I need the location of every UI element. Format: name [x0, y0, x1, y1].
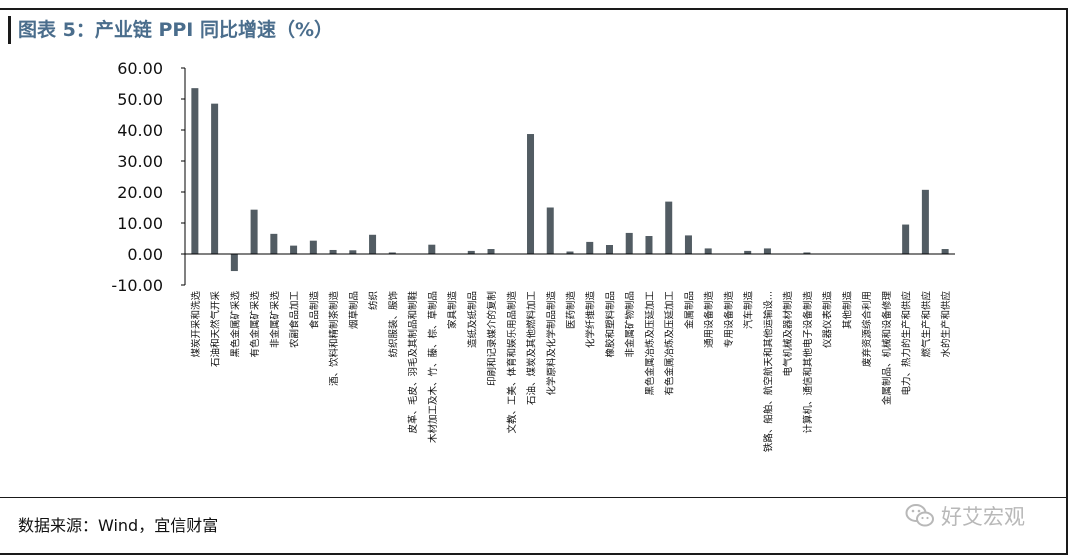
- source-note: 数据来源：Wind，宜信财富: [18, 516, 219, 535]
- x-tick-label: 食品制造: [308, 291, 320, 330]
- y-tick-label: 50.00: [117, 90, 163, 109]
- x-tick-label: 电力、热力的生产和供应: [901, 291, 913, 396]
- x-tick-label: 专用设备制造: [723, 291, 735, 349]
- x-tick-label: 电气机械及器材制造: [782, 291, 794, 377]
- x-tick-label: 金属制品: [683, 291, 695, 329]
- bar: [309, 240, 317, 254]
- bar: [191, 88, 199, 255]
- x-tick-label: 有色金属矿采选: [249, 291, 261, 358]
- bar: [388, 252, 396, 254]
- y-tick-label: 60.00: [117, 59, 163, 78]
- bar: [428, 244, 436, 254]
- bar: [230, 254, 238, 272]
- y-tick-label: 30.00: [117, 152, 163, 171]
- bar: [902, 224, 910, 254]
- x-tick-label: 烟草制品: [348, 291, 360, 329]
- x-tick-label: 皮革、毛皮、羽毛及其制品和制鞋: [407, 291, 419, 434]
- x-tick-label: 木材加工及木、竹、藤、棕、草制品: [427, 291, 439, 443]
- bar-chart: -10.00 0.00 10.00 20.00 30.00 40.00 50.00 60.00…: [111, 59, 955, 452]
- bar: [941, 249, 949, 254]
- bar: [803, 252, 811, 254]
- bar: [211, 103, 219, 255]
- y-tick-label: -10.00: [111, 276, 163, 295]
- bar: [605, 245, 613, 254]
- bar: [744, 250, 752, 254]
- x-tick-label: 仪器仪表制造: [822, 291, 834, 349]
- x-tick-label: 化学纤维制造: [585, 291, 597, 349]
- x-tick-label: 有色金属冶炼及压延加工: [664, 291, 676, 396]
- bar: [467, 250, 475, 254]
- x-tick-label: 黑色金属矿采选: [229, 291, 241, 358]
- x-tick-label: 石油、煤炭及其他燃料加工: [526, 291, 538, 406]
- bar: [645, 236, 653, 254]
- x-tick-label: 造纸及纸制品: [466, 291, 478, 348]
- x-tick-label: 其他制造: [841, 291, 853, 330]
- bar: [270, 233, 278, 254]
- x-tick-label: 农副食品加工: [289, 291, 301, 349]
- x-tick-label: 橡胶和塑料制品: [604, 291, 616, 358]
- bar: [586, 241, 594, 254]
- x-tick-label: 铁路、船舶、航空航天和其他运输设...: [762, 291, 774, 452]
- bar: [329, 249, 337, 254]
- x-tick-label: 计算机、通信和其他电子设备制造: [802, 291, 814, 434]
- x-tick-label: 非金属矿物制品: [624, 291, 636, 358]
- x-tick-label: 黑色金属冶炼及压延加工: [644, 291, 656, 396]
- watermark-text: 好艾宏观: [941, 505, 1025, 529]
- x-tick-label: 医药制造: [565, 291, 577, 330]
- bar: [487, 249, 495, 254]
- x-tick-label: 通用设备制造: [703, 291, 715, 349]
- x-tick-label: 汽车制造: [743, 291, 755, 330]
- bar: [684, 235, 692, 254]
- x-tick-label: 煤炭开采和洗选: [190, 291, 202, 358]
- source-separator: [0, 497, 1068, 498]
- x-tick-label: 纺织: [368, 291, 380, 310]
- x-tick-label: 燃气生产和供应: [920, 291, 932, 358]
- bar: [763, 248, 771, 254]
- bar: [527, 134, 535, 254]
- bar: [546, 207, 554, 254]
- right-border: [1066, 8, 1068, 554]
- x-tick-label: 废弃资源综合利用: [861, 291, 873, 367]
- x-tick-label: 石油和天然气开采: [210, 291, 222, 368]
- bar: [704, 248, 712, 254]
- bar: [566, 251, 574, 254]
- x-tick-label: 酒、饮料和精制茶制造: [328, 291, 340, 387]
- x-tick-label: 印刷和记录媒介的复制: [486, 291, 498, 386]
- x-tick-label: 家具制造: [447, 291, 459, 330]
- top-border: [0, 8, 1068, 10]
- bar: [625, 232, 633, 254]
- y-tick-label: 10.00: [117, 214, 163, 233]
- y-tick-label: 40.00: [117, 121, 163, 140]
- x-tick-label: 金属制品、机械和设备修理: [881, 291, 893, 406]
- x-tick-label: 水的生产和供应: [940, 291, 952, 358]
- bar: [349, 250, 357, 254]
- bar: [921, 189, 929, 254]
- chart-title: 图表 5：产业链 PPI 同比增速（%）: [18, 19, 334, 41]
- bar: [250, 209, 258, 254]
- y-tick-label: 0.00: [127, 245, 163, 264]
- y-tick-label: 20.00: [117, 183, 163, 202]
- x-tick-label: 文教、工美、体育和娱乐用品制造: [506, 291, 518, 434]
- bottom-border: [0, 553, 1068, 555]
- bar: [290, 245, 298, 254]
- title-left-bar: [8, 16, 11, 44]
- x-tick-label: 非金属矿采选: [269, 291, 281, 349]
- x-tick-label: 化学原料及化学制品制造: [545, 291, 557, 396]
- bar: [665, 201, 673, 254]
- watermark: 好艾宏观: [905, 501, 1025, 531]
- wechat-icon: [905, 504, 934, 527]
- x-tick-label: 纺织服装、服饰: [387, 291, 399, 358]
- bar: [369, 234, 377, 254]
